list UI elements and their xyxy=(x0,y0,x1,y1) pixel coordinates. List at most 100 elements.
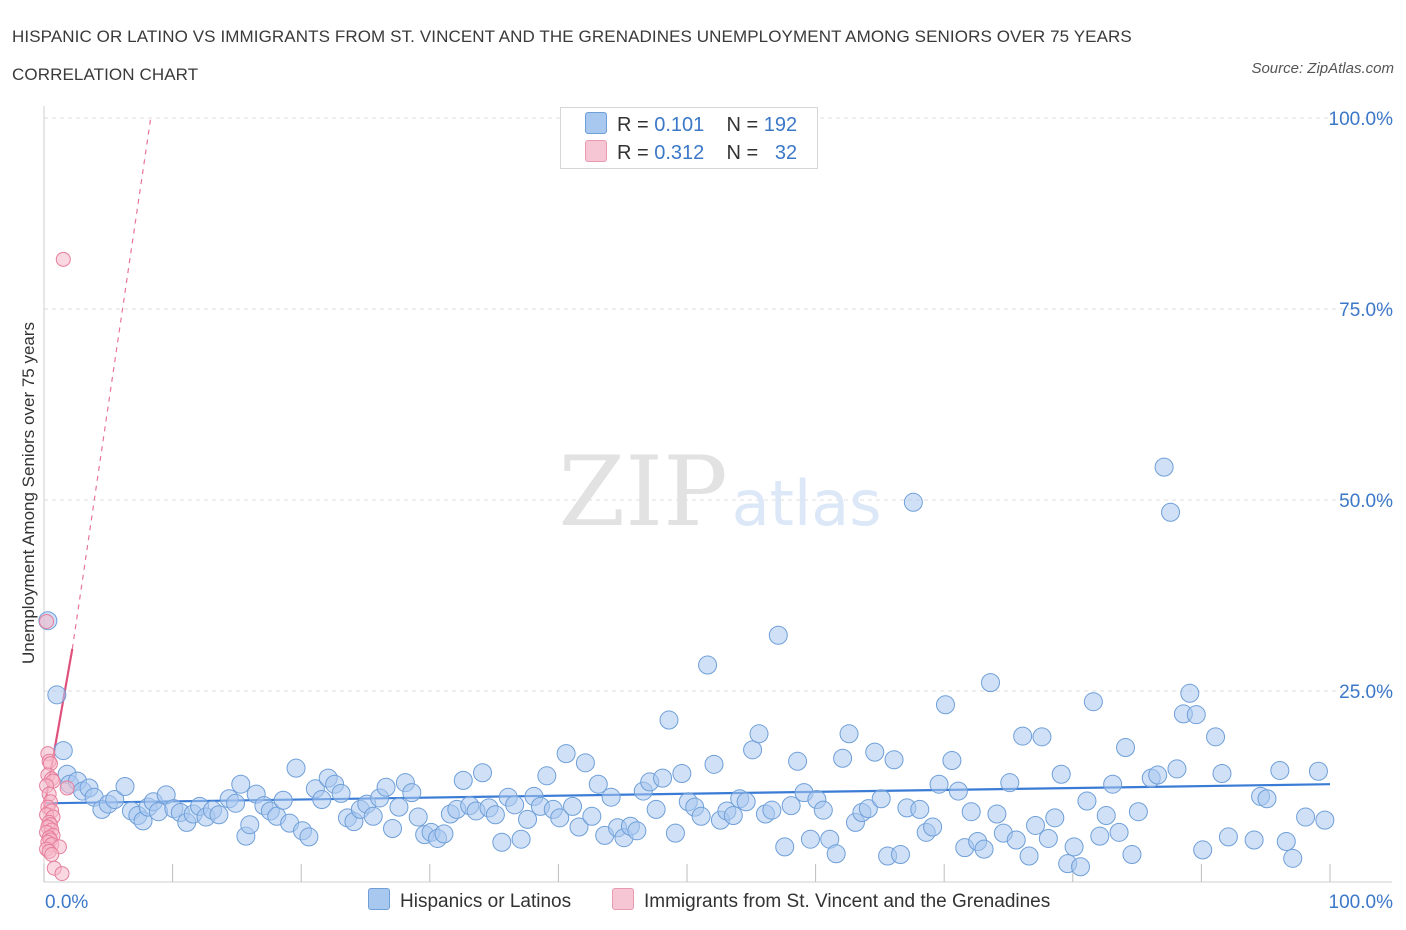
point-hispanic xyxy=(781,796,801,816)
point-hispanic xyxy=(105,789,125,809)
r-value-stvincent: 0.312 xyxy=(654,142,705,164)
watermark-zip: ZIP xyxy=(558,436,727,548)
swatch-stvincent xyxy=(585,140,607,162)
y-tick-label: 100.0% xyxy=(1329,109,1394,130)
point-hispanic xyxy=(485,805,505,825)
x-tick-label: 100.0% xyxy=(1329,892,1394,913)
point-hispanic xyxy=(518,809,538,829)
watermark: ZIPatlas xyxy=(558,436,881,548)
point-hispanic xyxy=(1186,705,1206,725)
point-hispanic xyxy=(53,741,73,761)
point-hispanic xyxy=(1122,844,1142,864)
data-points xyxy=(38,251,1335,882)
point-hispanic xyxy=(376,777,396,797)
point-hispanic xyxy=(434,824,454,844)
point-hispanic xyxy=(800,829,820,849)
point-hispanic xyxy=(47,685,67,705)
point-hispanic xyxy=(299,827,319,847)
point-hispanic xyxy=(1019,846,1039,866)
source-label: Source: ZipAtlas.com xyxy=(1251,60,1394,77)
point-hispanic xyxy=(383,819,403,839)
swatch-hispanic xyxy=(585,112,607,134)
point-hispanic xyxy=(1077,791,1097,811)
point-hispanic xyxy=(833,748,853,768)
point-hispanic xyxy=(1083,692,1103,712)
point-hispanic xyxy=(1090,826,1110,846)
point-hispanic xyxy=(826,844,846,864)
point-hispanic xyxy=(948,781,968,801)
point-hispanic xyxy=(511,829,531,849)
point-hispanic xyxy=(923,817,943,837)
point-hispanic xyxy=(788,751,808,771)
point-hispanic xyxy=(588,774,608,794)
point-hispanic xyxy=(987,804,1007,824)
n-value-stvincent: 32 xyxy=(774,142,798,164)
point-hispanic xyxy=(1109,822,1129,842)
x-tick-label: 0.0% xyxy=(45,892,88,913)
point-hispanic xyxy=(550,808,570,828)
point-hispanic xyxy=(723,806,743,826)
point-hispanic xyxy=(980,673,1000,693)
point-hispanic xyxy=(1000,773,1020,793)
r-label: R = xyxy=(617,142,649,164)
point-hispanic xyxy=(890,844,910,864)
n-value-hispanic: 192 xyxy=(763,114,798,136)
point-hispanic xyxy=(813,800,833,820)
legend-swatch-stvincent xyxy=(612,888,634,910)
n-label: N = xyxy=(726,114,759,136)
point-hispanic xyxy=(646,799,666,819)
stats-row-stvincent: R = 0.312 N = 32 xyxy=(585,140,797,164)
point-hispanic xyxy=(775,837,795,857)
watermark-atlas: atlas xyxy=(732,467,882,540)
point-hispanic xyxy=(505,795,525,815)
point-hispanic xyxy=(1045,808,1065,828)
point-hispanic xyxy=(942,751,962,771)
point-hispanic xyxy=(1128,802,1148,822)
point-hispanic xyxy=(768,625,788,645)
point-hispanic xyxy=(1071,857,1091,877)
point-hispanic xyxy=(231,774,251,794)
point-hispanic xyxy=(115,777,135,796)
n-label: N = xyxy=(726,142,759,164)
r-value-hispanic: 0.101 xyxy=(654,114,705,136)
point-hispanic xyxy=(749,724,769,744)
point-hispanic xyxy=(974,839,994,859)
point-stvincent xyxy=(54,866,70,882)
point-hispanic xyxy=(1206,727,1226,747)
point-hispanic xyxy=(1006,830,1026,850)
point-hispanic xyxy=(1180,683,1200,703)
point-hispanic xyxy=(1154,457,1174,477)
point-hispanic xyxy=(665,823,685,843)
point-hispanic xyxy=(1103,774,1123,794)
point-hispanic xyxy=(659,710,679,730)
point-hispanic xyxy=(569,817,589,837)
grid-lines xyxy=(44,117,1392,692)
point-hispanic xyxy=(743,740,763,760)
y-tick-label: 25.0% xyxy=(1339,682,1393,703)
point-hispanic xyxy=(884,750,904,770)
point-hispanic xyxy=(363,806,383,826)
point-hispanic xyxy=(240,815,260,835)
point-hispanic xyxy=(582,806,602,826)
point-hispanic xyxy=(1051,764,1071,784)
point-hispanic xyxy=(698,655,718,675)
point-hispanic xyxy=(1026,815,1046,835)
point-hispanic xyxy=(209,805,229,825)
point-hispanic xyxy=(961,802,981,822)
point-hispanic xyxy=(935,695,955,715)
legend-swatch-hispanic xyxy=(368,888,390,910)
point-hispanic xyxy=(1013,726,1033,746)
legend-item-stvincent: Immigrants from St. Vincent and the Gren… xyxy=(612,888,1050,916)
point-hispanic xyxy=(704,754,724,774)
chart-title: HISPANIC OR LATINO VS IMMIGRANTS FROM ST… xyxy=(12,27,1132,84)
point-hispanic xyxy=(653,768,673,788)
point-hispanic xyxy=(871,789,891,809)
point-hispanic xyxy=(1096,806,1116,826)
point-hispanic xyxy=(762,800,782,820)
point-hispanic xyxy=(1296,807,1316,827)
tick-labels: 25.0% 50.0% 75.0% 100.0% 0.0% 100.0% xyxy=(45,109,1393,913)
point-hispanic xyxy=(563,796,583,816)
point-hispanic xyxy=(473,763,493,783)
point-hispanic xyxy=(389,797,409,817)
point-hispanic xyxy=(1064,837,1084,857)
